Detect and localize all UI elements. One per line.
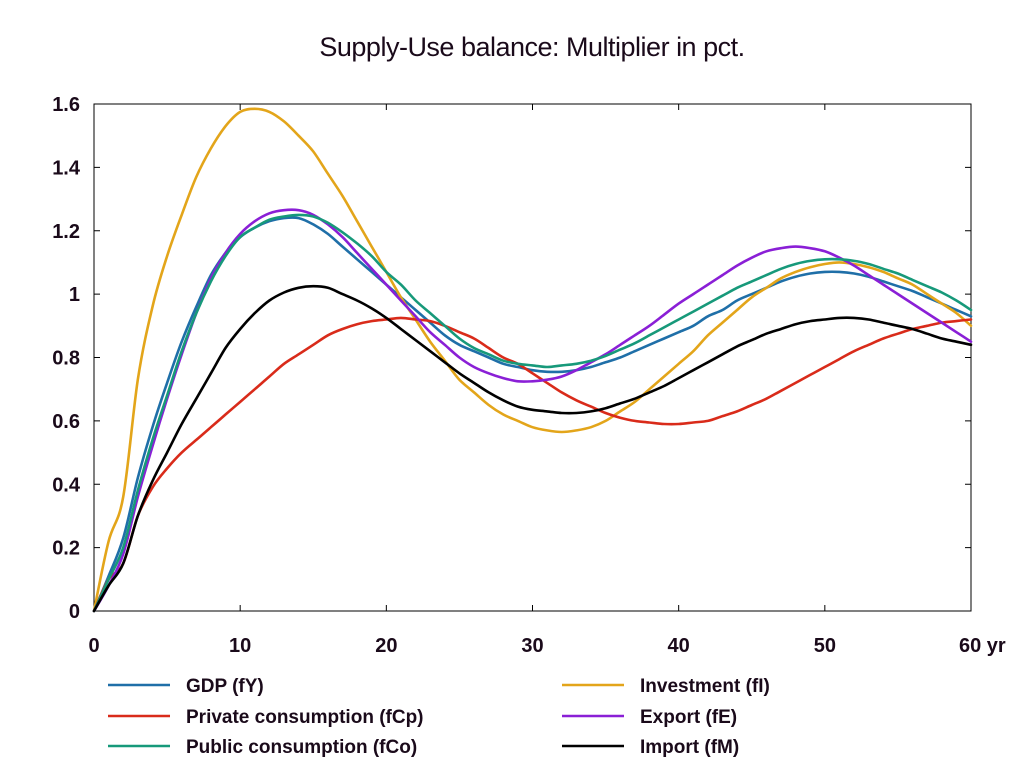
series-layer [92, 107, 973, 613]
x-tick-label: 20 [375, 635, 397, 657]
series-line-public-consumption-fco [92, 213, 973, 613]
plot-frame [93, 103, 972, 612]
legend-label-gdp-fy: GDP (fY) [186, 676, 264, 697]
y-tick-label: 1.4 [52, 157, 81, 179]
chart-title: Supply-Use balance: Multiplier in pct. [319, 32, 745, 62]
x-tick-label: 0 [88, 635, 99, 657]
legend-label-investment-fi: Investment (fI) [640, 676, 770, 697]
series-line-export-fe [92, 208, 973, 613]
y-tick-label: 1.2 [52, 221, 80, 243]
x-tick-label: 40 [668, 635, 690, 657]
y-tick-label: 1 [69, 284, 80, 306]
legend-label-import-fm: Import (fM) [640, 737, 739, 758]
axes-layer: 0 0.2 0.4 0.6 0.8 1 1.2 1.4 1.6 0 10 20 30 40 50 60 yr [52, 94, 1006, 657]
y-tick-label: 0.4 [52, 474, 81, 496]
y-tick-label: 0.8 [52, 348, 80, 370]
y-tick-label: 0.2 [52, 538, 80, 560]
y-tick-label: 0 [69, 601, 80, 623]
y-tick-label: 1.6 [52, 94, 80, 116]
x-tick-label: 50 [814, 635, 836, 657]
legend-label-export-fe: Export (fE) [640, 707, 737, 728]
legend-label-private-consumption-fcp: Private consumption (fCp) [186, 707, 424, 728]
legend-label-public-consumption-fco: Public consumption (fCo) [186, 737, 417, 758]
legend: GDP (fY) Investment (fI) Private consumpti… [108, 676, 770, 758]
series-line-private-consumption-fcp [92, 316, 973, 613]
x-tick-label: 10 [229, 635, 251, 657]
series-line-import-fm [92, 284, 973, 613]
series-line-investment-fi [92, 107, 973, 613]
y-tick-label: 0.6 [52, 411, 80, 433]
x-tick-label: 30 [521, 635, 543, 657]
x-tick-label: 60 yr [959, 635, 1006, 657]
